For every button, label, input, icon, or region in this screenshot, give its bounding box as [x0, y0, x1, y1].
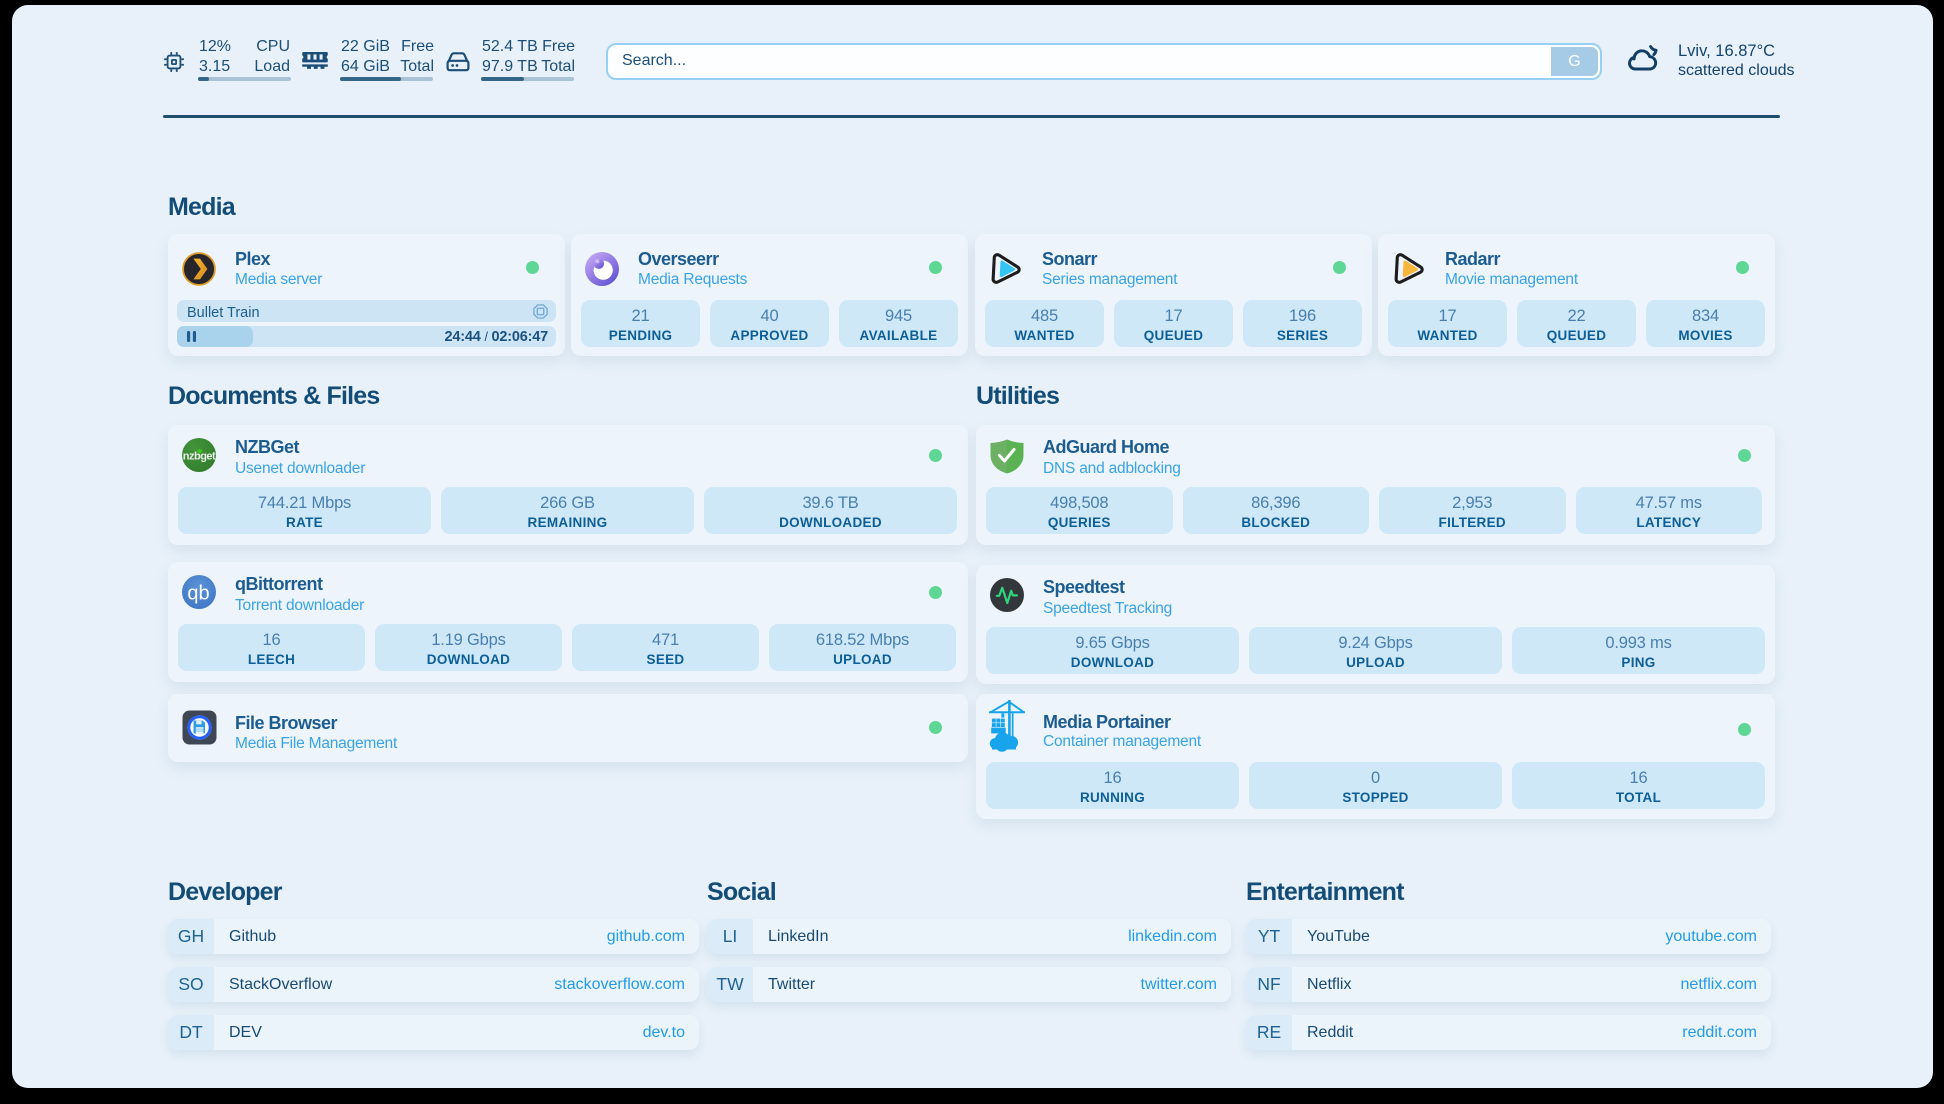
svg-text:qb: qb [187, 583, 209, 605]
svg-text:nzbget: nzbget [183, 451, 216, 463]
